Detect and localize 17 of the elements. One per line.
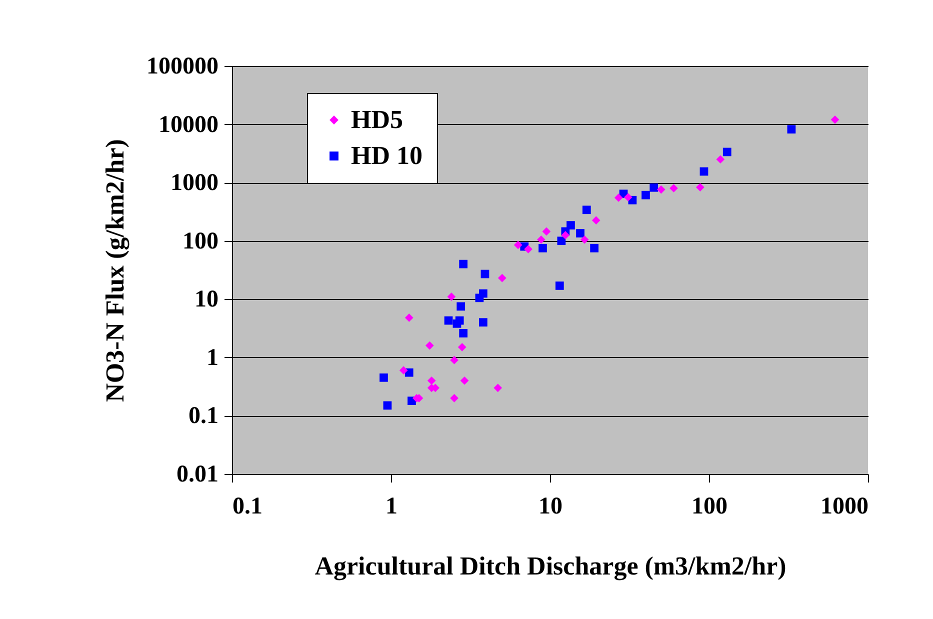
y-tick-label: 10 [194,286,218,313]
y-axis-title: NO3-N Flux (g/km2/hr) [100,139,130,402]
x-tick-label: 0.1 [232,494,262,520]
y-tick-label: 1000 [170,170,218,196]
y-tick-label: 100 [182,228,218,254]
y-tick-label: 1 [206,344,218,371]
x-tick-label: 100 [692,494,728,520]
y-tick-label: 0.1 [188,403,218,430]
x-tick-label: 1000 [820,494,868,520]
legend-label: HD 10 [351,141,422,170]
y-tick-label: 100000 [146,54,218,80]
y-tick-label: 10000 [158,112,218,138]
x-tick-label: 1 [386,494,398,520]
x-axis-title: Agricultural Ditch Discharge (m3/km2/hr) [314,552,786,580]
legend-label: HD5 [351,105,403,134]
x-tick-label: 10 [538,494,562,520]
y-tick-label: 0.01 [176,462,218,488]
